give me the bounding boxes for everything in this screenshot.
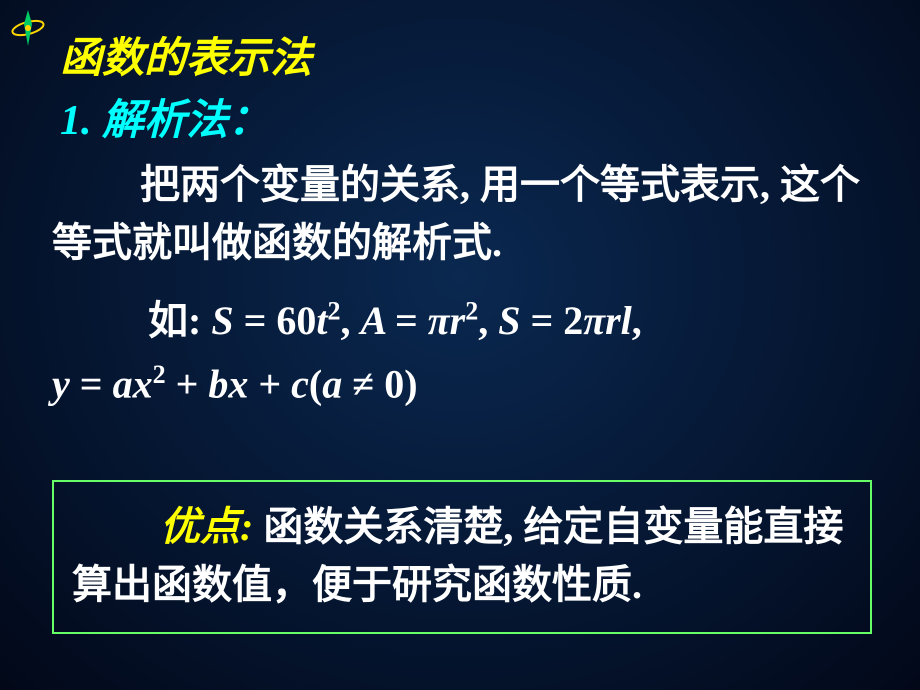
advantage-box: 优点: 函数关系清楚, 给定自变量能直接算出函数值，便于研究函数性质. (52, 480, 872, 634)
eq1-exp: 2 (328, 297, 341, 326)
eq3-var2: l (621, 298, 632, 343)
eq2-exp: 2 (465, 297, 478, 326)
f2-y: y (52, 361, 70, 406)
eq2-var: r (450, 298, 466, 343)
f2-b: b (208, 361, 228, 406)
eq2-pi: π (428, 298, 450, 343)
eq2-lhs: A (361, 298, 385, 343)
f2-exp: 2 (153, 360, 166, 389)
page-title: 函数的表示法 (60, 24, 312, 85)
eq3-pi: π (583, 298, 605, 343)
body-line: 把两个变量的关系, 用一个等式表示, 这个等式就叫做函数的解析式. (52, 162, 860, 265)
f2-zero: 0 (384, 361, 404, 406)
advantage-label: 优点: (160, 504, 253, 549)
eq1-var: t (316, 298, 327, 343)
formula-line-2: y = ax2 + bx + c(a ≠ 0) (52, 360, 418, 407)
eq3-coef: 2 (563, 298, 583, 343)
formula-line-1: 如: S = 60t2, A = πr2, S = 2πrl, (148, 288, 642, 346)
f2-cond-a: a (322, 361, 342, 406)
f2-a: a (113, 361, 133, 406)
f2-ne: ≠ (352, 361, 374, 406)
body-paragraph: 把两个变量的关系, 用一个等式表示, 这个等式就叫做函数的解析式. (52, 156, 880, 272)
f2-x2: x (228, 361, 248, 406)
eq3-var1: r (605, 298, 621, 343)
eq1-coef: 60 (276, 298, 316, 343)
formula-prefix: 如: (148, 298, 201, 343)
eq1-lhs: S (211, 298, 233, 343)
eq3-lhs: S (498, 298, 520, 343)
logo-icon (8, 8, 48, 48)
section-subtitle: 1. 解析法： (60, 86, 270, 147)
f2-x1: x (133, 361, 153, 406)
f2-c: c (291, 361, 309, 406)
advantage-paragraph: 优点: 函数关系清楚, 给定自变量能直接算出函数值，便于研究函数性质. (72, 498, 852, 614)
